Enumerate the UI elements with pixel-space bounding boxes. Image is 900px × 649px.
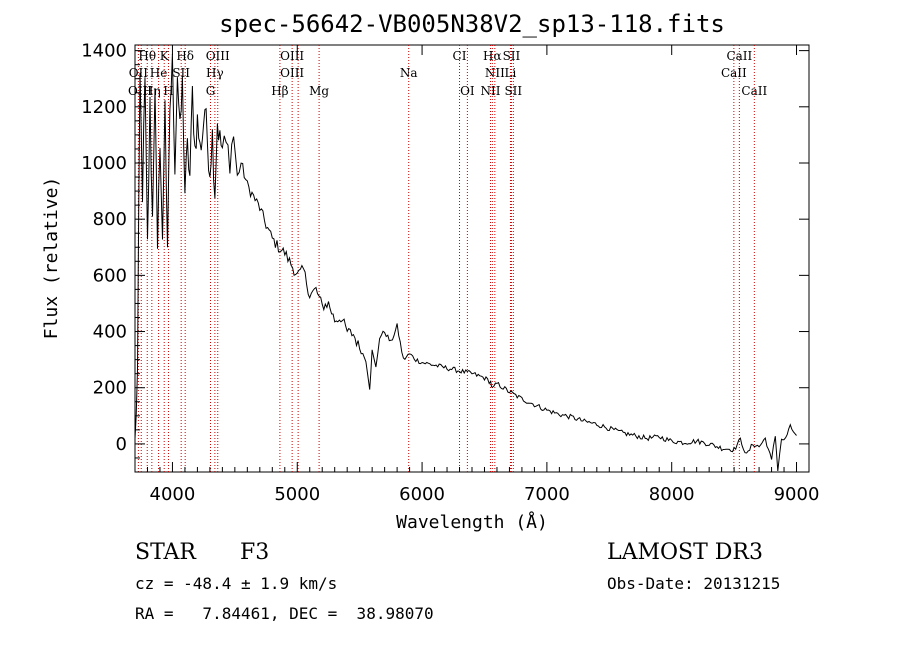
y-tick-label: 800	[93, 209, 127, 230]
spectral-line-label: CaII	[721, 66, 747, 80]
spectral-line-label: OIII	[280, 49, 304, 63]
spectral-line-label: NII	[485, 66, 505, 80]
spectral-line-label: OIII	[280, 66, 304, 80]
spectral-line-label: OII	[129, 66, 149, 80]
x-tick-label: 6000	[399, 484, 445, 505]
spectral-line-label: CaII	[741, 84, 767, 98]
axis-ticks: 4000 5000 6000 7000 8000 9000 0 200 400 600 800 100…	[81, 41, 819, 505]
spectral-line-label: CaII	[726, 49, 752, 63]
spectral-line-label: Hβ	[271, 84, 288, 98]
spectral-line-label: Na	[400, 66, 418, 80]
spectral-line-label: SII	[504, 84, 522, 98]
x-axis-label: Wavelength (Å)	[396, 511, 548, 533]
spectral-line-label: OIII	[206, 49, 230, 63]
x-tick-label: 5000	[274, 484, 320, 505]
survey-label: LAMOST DR3	[607, 540, 763, 565]
chart-title: spec-56642-VB005N38V2_sp13-118.fits	[219, 10, 725, 38]
spectral-line-label: He	[150, 66, 168, 80]
spectral-line-label: Hθ	[138, 49, 156, 63]
spectral-line-label: Hδ	[176, 49, 194, 63]
spectral-line-label: SII	[503, 49, 521, 63]
spectral-line-label: Li	[505, 66, 517, 80]
object-subclass: F3	[240, 540, 270, 565]
y-tick-label: 1000	[81, 153, 127, 174]
spectral-line-label: CI	[453, 49, 467, 63]
spectral-line-label: K	[160, 49, 170, 63]
spectral-line-label: SII	[172, 66, 190, 80]
spectral-line-label: NII	[480, 84, 500, 98]
spectral-line-label: Hη	[143, 84, 161, 98]
y-axis-label: Flux (relative)	[41, 177, 62, 340]
x-tick-label: 7000	[524, 484, 570, 505]
coordinates: RA = 7.84461, DEC = 38.98070	[135, 604, 434, 623]
spectral-line-label: G	[206, 84, 216, 98]
spectral-line-markers	[137, 45, 755, 472]
x-tick-label: 8000	[649, 484, 695, 505]
spectral-line-label: OI	[460, 84, 475, 98]
redshift-velocity: cz = -48.4 ± 1.9 km/s	[135, 574, 338, 593]
spectral-line-label: Hα	[483, 49, 502, 63]
y-tick-label: 1200	[81, 97, 127, 118]
y-tick-label: 400	[93, 322, 127, 343]
spectral-line-label: H	[163, 84, 173, 98]
y-tick-label: 200	[93, 378, 127, 399]
flux-series-line	[134, 53, 797, 472]
spectral-line-label: Hγ	[206, 66, 224, 80]
y-tick-label: 0	[116, 434, 127, 455]
spectral-line-label: Mg	[309, 84, 329, 98]
y-tick-label: 600	[93, 265, 127, 286]
x-tick-label: 4000	[150, 484, 196, 505]
plot-frame	[134, 44, 810, 473]
observation-date: Obs-Date: 20131215	[607, 574, 781, 593]
y-tick-label: 1400	[81, 41, 127, 62]
x-tick-label: 9000	[774, 484, 820, 505]
object-class: STAR	[135, 540, 196, 565]
